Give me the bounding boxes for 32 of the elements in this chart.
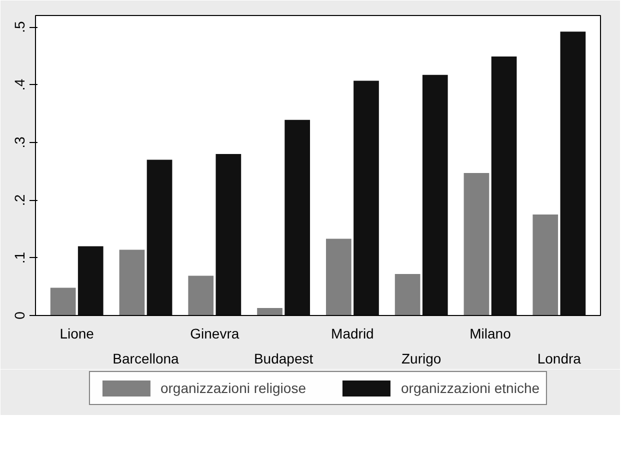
x-tick-label: Madrid — [331, 326, 374, 342]
x-tick-label: Milano — [470, 326, 512, 342]
y-tick-label: .3 — [12, 136, 28, 148]
bar — [560, 32, 586, 316]
x-tick-label: Barcellona — [112, 350, 180, 366]
x-tick-label: Zurigo — [402, 350, 442, 366]
bar — [532, 214, 558, 316]
x-tick-label: Lione — [60, 326, 94, 342]
x-tick-label: Ginevra — [190, 326, 240, 342]
y-tick-label: 0 — [12, 311, 28, 320]
bar — [78, 246, 104, 316]
y-tick-label: .1 — [12, 252, 28, 264]
bar — [354, 80, 379, 316]
bar — [284, 120, 310, 316]
bar — [422, 74, 448, 316]
bar — [464, 173, 490, 316]
bar — [257, 308, 282, 316]
y-tick-label: .4 — [12, 78, 28, 91]
bar — [188, 276, 214, 316]
legend-label: organizzazioni religiose — [160, 380, 306, 396]
y-tick-label: .5 — [12, 20, 28, 33]
x-tick-label: Budapest — [254, 350, 314, 366]
x-tick-label: Londra — [537, 350, 582, 366]
y-tick-label: .2 — [12, 194, 28, 206]
bar — [50, 288, 76, 316]
bar — [326, 238, 352, 316]
bar — [146, 160, 172, 316]
bar — [491, 56, 517, 316]
bar — [216, 154, 242, 316]
bar — [394, 274, 420, 316]
legend-label: organizzazioni etniche — [401, 380, 540, 396]
bar — [119, 250, 145, 316]
